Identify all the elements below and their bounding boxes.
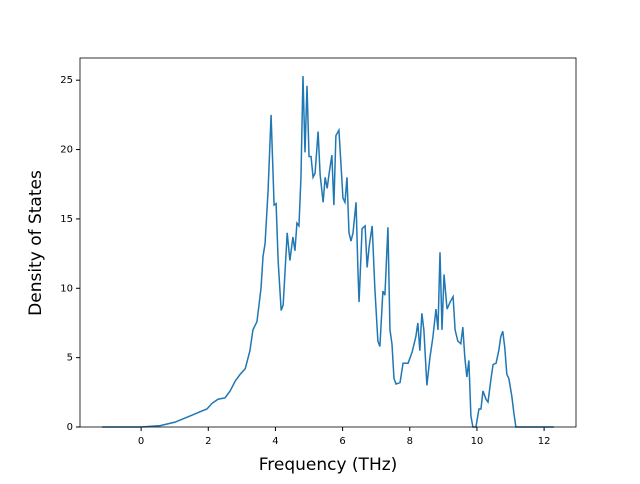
x-tick-label: 10	[471, 436, 484, 447]
y-tick-label: 20	[60, 145, 73, 156]
x-axis-label: Frequency (THz)	[259, 455, 398, 475]
x-tick-label: 0	[138, 436, 144, 447]
data-line	[102, 76, 554, 428]
x-tick-label: 2	[205, 436, 211, 447]
x-tick-label: 12	[538, 436, 551, 447]
x-tick-label: 4	[272, 436, 278, 447]
y-tick-label: 10	[60, 283, 73, 294]
x-tick-label: 6	[339, 436, 345, 447]
y-tick-label: 15	[60, 214, 73, 225]
x-tick-label: 8	[407, 436, 413, 447]
plot-frame	[79, 57, 577, 428]
y-axis-label: Density of States	[26, 170, 46, 316]
y-tick-label: 25	[60, 75, 73, 86]
y-tick-label: 0	[67, 422, 73, 433]
y-tick-label: 5	[67, 353, 73, 364]
